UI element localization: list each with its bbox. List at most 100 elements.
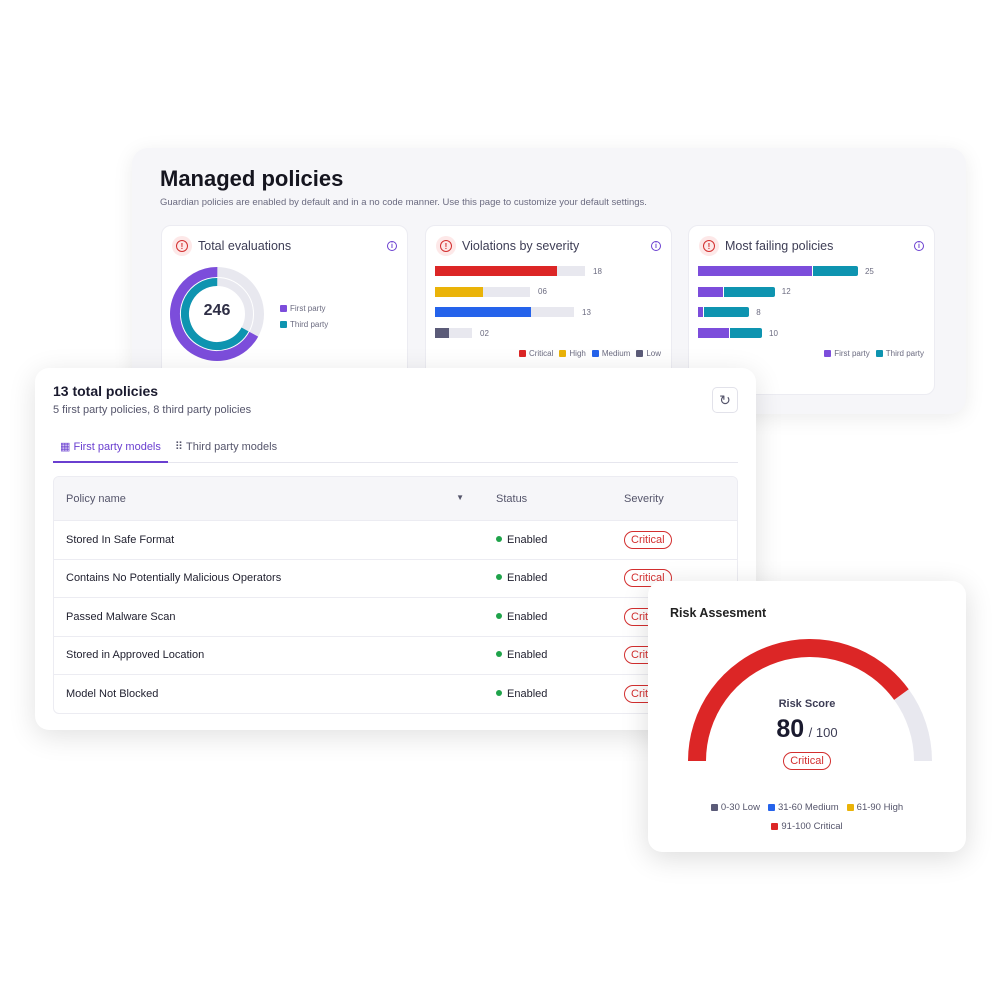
bar-high <box>435 286 484 297</box>
card-title: Most failing policies <box>725 239 834 253</box>
bar-value: 12 <box>781 287 791 297</box>
severity-badge: Critical <box>624 530 672 549</box>
info-icon[interactable]: i <box>651 241 661 251</box>
stacked-bar-row: 12 <box>698 286 918 297</box>
bar-medium <box>435 307 531 318</box>
card-title: Violations by severity <box>462 239 580 253</box>
column-status[interactable]: Status <box>496 492 528 505</box>
donut-legend: First party Third party <box>280 301 328 333</box>
stacked-bar-row: 10 <box>698 328 918 339</box>
risk-legend: 0-30 Low 31-60 Medium 61-90 High 91-100 Cri… <box>648 798 966 836</box>
legend-low: Low <box>636 349 661 358</box>
status-dot-icon <box>496 535 502 542</box>
risk-title: Risk Assesment <box>670 606 767 620</box>
violations-legend: Critical High Medium Low <box>518 349 661 358</box>
legend-first-party: First party <box>824 349 870 358</box>
column-severity[interactable]: Severity <box>624 492 664 505</box>
risk-score-label: Risk Score <box>778 698 836 710</box>
table-row[interactable]: Contains No Potentially Malicious Operat… <box>54 558 737 598</box>
gauge-track <box>893 689 932 762</box>
bar-critical <box>435 266 557 276</box>
legend-critical: Critical <box>518 349 553 358</box>
bar-track <box>435 307 574 318</box>
policies-panel: 13 total policies 5 first party policies… <box>35 368 756 730</box>
gauge-fill <box>688 639 909 762</box>
refresh-button[interactable]: ↻ <box>712 387 738 413</box>
violations-card: ! Violations by severity i 18 06 13 02 Criti… <box>425 225 672 395</box>
policy-name: Passed Malware Scan <box>66 610 176 623</box>
alert-circle-icon: ! <box>699 236 719 256</box>
info-icon[interactable]: i <box>387 241 397 251</box>
table-row[interactable]: Passed Malware ScanEnabledCritical <box>54 597 737 636</box>
bar-first-party <box>698 328 730 339</box>
grid-icon: ▦ <box>60 441 71 453</box>
info-icon[interactable]: i <box>914 241 924 251</box>
bar-third-party <box>704 307 750 318</box>
risk-legend-item: 61-90 High <box>846 802 903 813</box>
status: Enabled <box>484 688 612 700</box>
stacked-bar-row: 8 <box>698 307 918 318</box>
bar-first-party <box>698 266 814 276</box>
bar-row: 02 <box>435 328 655 339</box>
legend-medium: Medium <box>591 349 630 358</box>
policy-name: Model Not Blocked <box>66 687 159 700</box>
policy-name: Stored In Safe Format <box>66 533 175 546</box>
status: Enabled <box>484 572 612 584</box>
bar-value: 06 <box>538 287 547 297</box>
risk-legend-item: 31-60 Medium <box>767 802 839 813</box>
legend-first-party: First party <box>280 301 328 317</box>
bar-track <box>435 328 472 339</box>
bar-value: 10 <box>769 328 778 338</box>
bar-value: 18 <box>593 266 602 276</box>
bar-third-party <box>813 266 858 276</box>
policy-name: Stored in Approved Location <box>66 649 205 662</box>
alert-circle-icon: ! <box>436 236 456 256</box>
bar-third-party <box>723 286 775 297</box>
most-failing-card: ! Most failing policies i 25 12 8 10 First p… <box>688 225 935 395</box>
status: Enabled <box>484 534 612 546</box>
failing-legend: First party Third party <box>824 349 924 358</box>
bar-row: 18 <box>435 266 655 276</box>
table-row[interactable]: Stored In Safe Format Enabled Critical <box>54 520 737 559</box>
status: Enabled <box>484 611 612 623</box>
total-evaluations-card: ! Total evaluations i 246 First party Thi… <box>161 225 408 395</box>
bar-third-party <box>730 328 762 339</box>
tab-first-party-models[interactable]: ▦ First party models <box>53 434 168 463</box>
bar-low <box>435 328 450 339</box>
risk-score: 80 / 100 <box>776 715 838 743</box>
refresh-icon: ↻ <box>719 391 731 408</box>
status-dot-icon <box>496 612 502 619</box>
stacked-bar-row: 25 <box>698 266 918 276</box>
risk-assessment-card: Risk Assesment Risk Score 80 / 100 Criti… <box>648 581 966 852</box>
legend-third-party: Third party <box>875 349 924 358</box>
bar-value: 8 <box>756 307 761 317</box>
bar-first-party <box>698 307 705 318</box>
table-row[interactable]: Stored in Approved LocationEnabledCritic… <box>54 635 737 675</box>
model-tabs: ▦ First party models ⠿ Third party model… <box>53 434 738 463</box>
bar-value: 25 <box>864 266 874 276</box>
donut-total: 246 <box>203 302 231 319</box>
caret-down-icon: ▼ <box>456 492 464 502</box>
policies-table: Policy name ▼ Status Severity Stored In S… <box>53 476 738 714</box>
card-title: Total evaluations <box>198 239 292 253</box>
table-row[interactable]: Model Not BlockedEnabledCritical <box>54 674 737 713</box>
bar-track <box>435 286 530 297</box>
policies-title: 13 total policies <box>53 383 159 399</box>
risk-gauge <box>688 639 932 762</box>
status-dot-icon <box>496 574 502 581</box>
column-policy-name[interactable]: Policy name ▼ <box>66 492 464 505</box>
status: Enabled <box>484 649 612 661</box>
status-dot-icon <box>496 651 502 658</box>
policy-name: Contains No Potentially Malicious Operat… <box>66 572 282 585</box>
risk-level-badge: Critical <box>783 752 831 770</box>
bar-row: 13 <box>435 307 655 318</box>
policies-subtitle: 5 first party policies, 8 third party po… <box>53 404 252 416</box>
risk-legend-item: 91-100 Critical <box>771 821 843 832</box>
alert-circle-icon: ! <box>172 236 192 256</box>
tab-third-party-models[interactable]: ⠿ Third party models <box>174 441 278 453</box>
bar-first-party <box>698 286 724 297</box>
bar-row: 06 <box>435 286 655 297</box>
legend-third-party: Third party <box>280 317 328 333</box>
bar-value: 13 <box>582 307 591 317</box>
page-title: Managed policies <box>160 166 344 191</box>
